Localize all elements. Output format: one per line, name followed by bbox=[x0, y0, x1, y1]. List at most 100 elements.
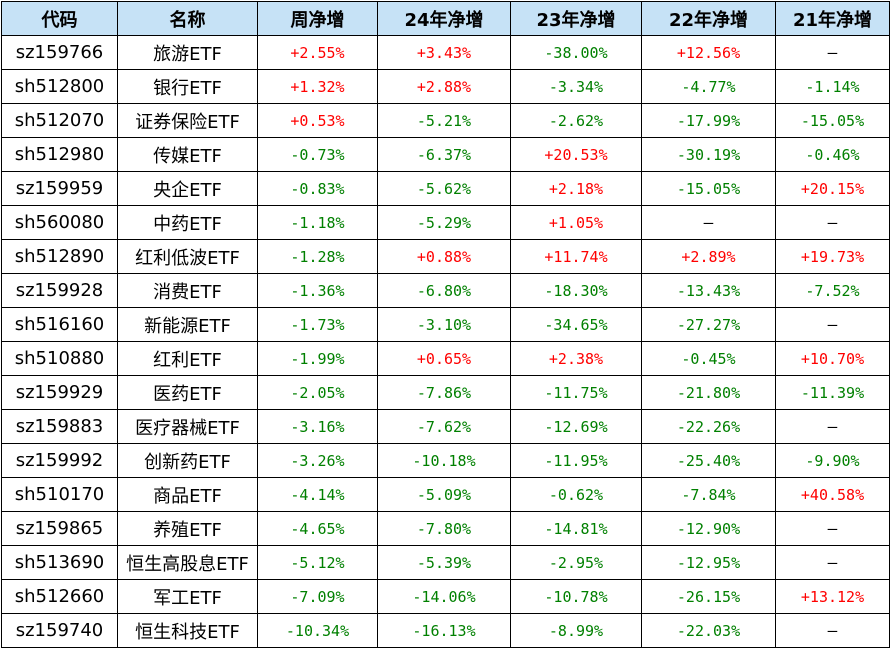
table-row: sz159740 恒生科技ETF -10.34% -16.13% -8.99% -22.0… bbox=[1, 613, 890, 648]
etf-name: 医药ETF bbox=[117, 375, 258, 410]
etf-name: 创新药ETF bbox=[117, 443, 258, 478]
table-row: sz159959 央企ETF -0.83% -5.62% +2.18% -15.05% +2… bbox=[1, 171, 890, 206]
table-row: sz159883 医疗器械ETF -3.16% -7.62% -12.69% -22.26… bbox=[1, 409, 890, 444]
2022-change-cell: -13.43% bbox=[641, 273, 776, 308]
table-row: sh560080 中药ETF -1.18% -5.29% +1.05% — — bbox=[1, 205, 890, 240]
week-change-cell: -1.28% bbox=[257, 239, 378, 274]
2022-change-cell: -7.84% bbox=[641, 477, 776, 512]
2024-change-cell: -16.13% bbox=[377, 613, 511, 648]
2021-change-cell: +19.73% bbox=[775, 239, 890, 274]
2024-change-cell: -5.21% bbox=[377, 103, 511, 138]
2021-change-cell: +13.12% bbox=[775, 579, 890, 614]
2022-change-cell: -30.19% bbox=[641, 137, 776, 172]
week-change-cell: -3.16% bbox=[257, 409, 378, 444]
2021-change-cell: — bbox=[775, 511, 890, 546]
header-code: 代码 bbox=[1, 1, 118, 36]
table-row: sh512070 证券保险ETF +0.53% -5.21% -2.62% -17.99%… bbox=[1, 103, 890, 138]
2023-change-cell: +2.38% bbox=[510, 341, 642, 376]
week-change-cell: +0.53% bbox=[257, 103, 378, 138]
2023-change-cell: +11.74% bbox=[510, 239, 642, 274]
2022-change-cell: -12.95% bbox=[641, 545, 776, 580]
etf-code: sz159766 bbox=[1, 35, 118, 70]
2022-change-cell: -17.99% bbox=[641, 103, 776, 138]
2022-change-cell: -22.03% bbox=[641, 613, 776, 648]
2021-change-cell: -0.46% bbox=[775, 137, 890, 172]
2023-change-cell: -3.34% bbox=[510, 69, 642, 104]
header-name: 名称 bbox=[117, 1, 258, 36]
week-change-cell: +2.55% bbox=[257, 35, 378, 70]
2023-change-cell: -11.95% bbox=[510, 443, 642, 478]
2021-change-cell: +40.58% bbox=[775, 477, 890, 512]
2022-change-cell: +12.56% bbox=[641, 35, 776, 70]
2021-change-cell: — bbox=[775, 35, 890, 70]
2023-change-cell: +20.53% bbox=[510, 137, 642, 172]
table-row: sh512660 军工ETF -7.09% -14.06% -10.78% -26.15%… bbox=[1, 579, 890, 614]
2021-change-cell: — bbox=[775, 545, 890, 580]
table-row: sz159929 医药ETF -2.05% -7.86% -11.75% -21.80% -… bbox=[1, 375, 890, 410]
2022-change-cell: -22.26% bbox=[641, 409, 776, 444]
etf-code: sh513690 bbox=[1, 545, 118, 580]
2023-change-cell: -18.30% bbox=[510, 273, 642, 308]
etf-code: sz159959 bbox=[1, 171, 118, 206]
etf-name: 医疗器械ETF bbox=[117, 409, 258, 444]
etf-code: sh512980 bbox=[1, 137, 118, 172]
2022-change-cell: -21.80% bbox=[641, 375, 776, 410]
table-row: sh510880 红利ETF -1.99% +0.65% +2.38% -0.45% +10… bbox=[1, 341, 890, 376]
table-row: sz159928 消费ETF -1.36% -6.80% -18.30% -13.43% -… bbox=[1, 273, 890, 308]
etf-name: 商品ETF bbox=[117, 477, 258, 512]
2023-change-cell: +1.05% bbox=[510, 205, 642, 240]
week-change-cell: -3.26% bbox=[257, 443, 378, 478]
2023-change-cell: -38.00% bbox=[510, 35, 642, 70]
etf-name: 红利ETF bbox=[117, 341, 258, 376]
table-row: sz159766 旅游ETF +2.55% +3.43% -38.00% +12.56% — bbox=[1, 35, 890, 70]
2021-change-cell: -1.14% bbox=[775, 69, 890, 104]
2022-change-cell: -12.90% bbox=[641, 511, 776, 546]
etf-code: sz159865 bbox=[1, 511, 118, 546]
week-change-cell: -4.65% bbox=[257, 511, 378, 546]
etf-name: 证券保险ETF bbox=[117, 103, 258, 138]
2022-change-cell: -15.05% bbox=[641, 171, 776, 206]
etf-name: 军工ETF bbox=[117, 579, 258, 614]
table-row: sz159865 养殖ETF -4.65% -7.80% -14.81% -12.90% — bbox=[1, 511, 890, 546]
2023-change-cell: -34.65% bbox=[510, 307, 642, 342]
week-change-cell: -1.99% bbox=[257, 341, 378, 376]
2024-change-cell: +2.88% bbox=[377, 69, 511, 104]
etf-name: 旅游ETF bbox=[117, 35, 258, 70]
2024-change-cell: -6.80% bbox=[377, 273, 511, 308]
etf-code: sh512070 bbox=[1, 103, 118, 138]
2021-change-cell: — bbox=[775, 205, 890, 240]
2022-change-cell: -26.15% bbox=[641, 579, 776, 614]
2021-change-cell: +10.70% bbox=[775, 341, 890, 376]
week-change-cell: -2.05% bbox=[257, 375, 378, 410]
2024-change-cell: -5.39% bbox=[377, 545, 511, 580]
2023-change-cell: -2.95% bbox=[510, 545, 642, 580]
2021-change-cell: -7.52% bbox=[775, 273, 890, 308]
2021-change-cell: +20.15% bbox=[775, 171, 890, 206]
etf-code: sh512800 bbox=[1, 69, 118, 104]
2023-change-cell: -0.62% bbox=[510, 477, 642, 512]
etf-code: sh510880 bbox=[1, 341, 118, 376]
week-change-cell: -10.34% bbox=[257, 613, 378, 648]
etf-code: sh510170 bbox=[1, 477, 118, 512]
week-change-cell: +1.32% bbox=[257, 69, 378, 104]
2024-change-cell: -7.86% bbox=[377, 375, 511, 410]
2023-change-cell: -12.69% bbox=[510, 409, 642, 444]
etf-code: sz159992 bbox=[1, 443, 118, 478]
table-row: sh513690 恒生高股息ETF -5.12% -5.39% -2.95% -12.95… bbox=[1, 545, 890, 580]
2022-change-cell: -25.40% bbox=[641, 443, 776, 478]
2022-change-cell: -27.27% bbox=[641, 307, 776, 342]
table-row: sh510170 商品ETF -4.14% -5.09% -0.62% -7.84% +40… bbox=[1, 477, 890, 512]
week-change-cell: -0.83% bbox=[257, 171, 378, 206]
etf-code: sz159740 bbox=[1, 613, 118, 648]
2023-change-cell: -14.81% bbox=[510, 511, 642, 546]
2023-change-cell: -8.99% bbox=[510, 613, 642, 648]
2022-change-cell: +2.89% bbox=[641, 239, 776, 274]
week-change-cell: -1.18% bbox=[257, 205, 378, 240]
etf-name: 传媒ETF bbox=[117, 137, 258, 172]
2024-change-cell: -6.37% bbox=[377, 137, 511, 172]
etf-name: 红利低波ETF bbox=[117, 239, 258, 274]
etf-name: 银行ETF bbox=[117, 69, 258, 104]
etf-name: 恒生高股息ETF bbox=[117, 545, 258, 580]
week-change-cell: -7.09% bbox=[257, 579, 378, 614]
